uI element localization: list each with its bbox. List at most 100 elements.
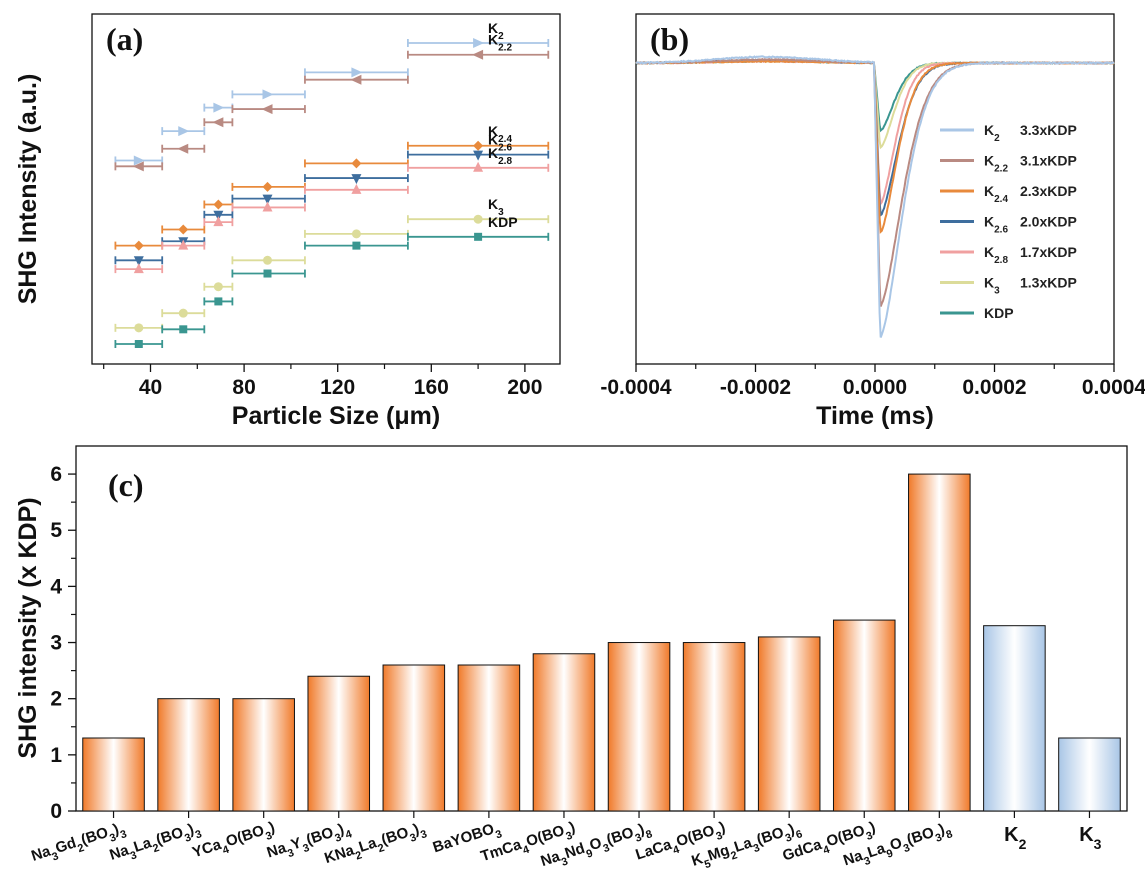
- c-ytick-label: 6: [50, 463, 62, 486]
- b-legend-ratio: 2.0xKDP: [1020, 214, 1077, 230]
- a-series-label: K2.2: [488, 32, 512, 54]
- c-category-part: 4: [822, 843, 832, 857]
- c-category-part: 3: [333, 832, 343, 845]
- a-marker: [263, 255, 272, 265]
- c-category-part: 3: [1094, 836, 1102, 852]
- c-category-part: 3: [51, 850, 61, 863]
- a-marker: [133, 256, 144, 267]
- c-category-part: K: [1079, 824, 1094, 846]
- b-legend-name: K: [984, 275, 994, 291]
- a-marker: [352, 241, 361, 250]
- c-category-part: Na: [841, 847, 865, 869]
- c-category-part: ): [787, 821, 797, 839]
- c-bar: [307, 675, 371, 812]
- panel-c-ylabel: SHG intensity (x KDP): [14, 497, 42, 758]
- b-legend-label: K3: [984, 275, 1000, 297]
- c-category-part: K: [1004, 824, 1019, 846]
- c-category-part: Gd: [53, 834, 78, 857]
- c-category-part: ): [636, 821, 646, 839]
- a-series-sub: 2.4: [498, 133, 512, 144]
- c-category-part: Na: [29, 842, 53, 864]
- c-category-label: K5Mg2La3(BO3)6: [690, 819, 804, 875]
- a-marker: [263, 269, 272, 278]
- a-series-name: K: [488, 20, 498, 36]
- c-ytick-label: 0: [50, 800, 62, 823]
- c-category-part: 9: [585, 847, 595, 860]
- b-legend-label: K2.4: [984, 183, 1008, 205]
- c-category-part: ): [267, 819, 277, 837]
- c-bar: [832, 619, 896, 812]
- a-marker: [351, 158, 362, 169]
- a-marker: [350, 74, 362, 85]
- c-category-label: Na3La9O3(BO3)8: [841, 819, 954, 874]
- c-category-part: YCa: [190, 836, 224, 861]
- a-marker: [178, 224, 189, 235]
- a-marker: [178, 126, 190, 137]
- b-xtick-label: 0.0002: [962, 376, 1026, 399]
- c-category-part: ): [717, 819, 727, 837]
- c-category-part: (BO: [304, 824, 336, 849]
- a-series-name: KDP: [488, 214, 518, 230]
- c-bar: [1058, 737, 1121, 812]
- a-marker: [134, 323, 144, 333]
- c-category-part: (BO: [154, 824, 186, 849]
- a-marker: [351, 174, 362, 185]
- a-marker: [213, 282, 223, 292]
- c-category-part: O: [888, 834, 905, 854]
- c-category-part: O(BO: [524, 822, 567, 850]
- a-marker: [262, 201, 273, 212]
- a-marker: [262, 181, 273, 192]
- a-marker: [179, 325, 188, 334]
- c-ytick-label: 2: [50, 688, 62, 711]
- c-bar: [607, 642, 671, 812]
- b-legend-label: K2.8: [984, 244, 1008, 266]
- c-category-part: 4: [344, 828, 354, 842]
- b-legend-sub: 2: [994, 133, 1000, 144]
- b-legend-ratio: 1.3xKDP: [1020, 275, 1077, 291]
- c-category-part: ): [186, 821, 196, 839]
- c-category-part: Na: [539, 848, 563, 870]
- a-marker: [132, 161, 144, 172]
- a-marker: [213, 210, 224, 221]
- c-category-label: K2: [1004, 824, 1026, 852]
- a-series-label: KDP: [488, 214, 518, 230]
- c-bar: [457, 664, 521, 812]
- b-xtick-label: 0.0004: [1082, 376, 1145, 399]
- c-category-part: 3: [408, 832, 418, 845]
- a-series-label: K3: [488, 196, 504, 218]
- c-category-part: ): [867, 819, 877, 837]
- a-xtick-label: 160: [414, 376, 449, 399]
- c-category-part: Y: [289, 834, 304, 853]
- a-marker: [473, 38, 485, 48]
- c-bar: [382, 664, 446, 812]
- c-category-part: 3: [301, 842, 311, 855]
- b-legend-ratio: 2.3xKDP: [1020, 183, 1077, 199]
- panel-b: (b) Time (ms) -0.0004 -0.0002 0.0000 0.0002…: [600, 13, 1145, 430]
- a-marker: [262, 89, 274, 100]
- c-category-label: K3: [1079, 824, 1101, 852]
- a-series-label: K2.4: [488, 123, 512, 145]
- c-category-part: 2: [76, 842, 86, 855]
- a-marker: [473, 161, 484, 172]
- c-category-part: 3: [419, 828, 429, 841]
- c-category-label: YCa4O(BO3): [190, 819, 278, 866]
- c-category-part: 3: [934, 832, 944, 845]
- c-category-part: 3: [129, 849, 139, 862]
- a-marker: [133, 240, 144, 251]
- panel-b-xlabel: Time (ms): [816, 402, 934, 430]
- panel-a-ylabel: SHG Intensity (a.u.): [14, 74, 42, 305]
- c-category-part: 6: [794, 828, 804, 841]
- b-legend-label: K2.2: [984, 153, 1008, 175]
- c-category-part: 2: [729, 849, 739, 862]
- a-marker: [178, 308, 188, 318]
- a-marker: [472, 49, 484, 60]
- c-category-part: ): [937, 821, 947, 839]
- a-series-label: K2.6: [488, 132, 512, 154]
- c-bar: [157, 698, 220, 812]
- b-xtick-label: -0.0004: [600, 376, 672, 399]
- b-legend-name: K: [984, 183, 994, 199]
- c-ytick-label: 4: [50, 575, 62, 598]
- c-category-part: 3: [183, 832, 193, 845]
- c-category-part: La: [865, 840, 888, 862]
- a-series-name: K: [488, 145, 498, 161]
